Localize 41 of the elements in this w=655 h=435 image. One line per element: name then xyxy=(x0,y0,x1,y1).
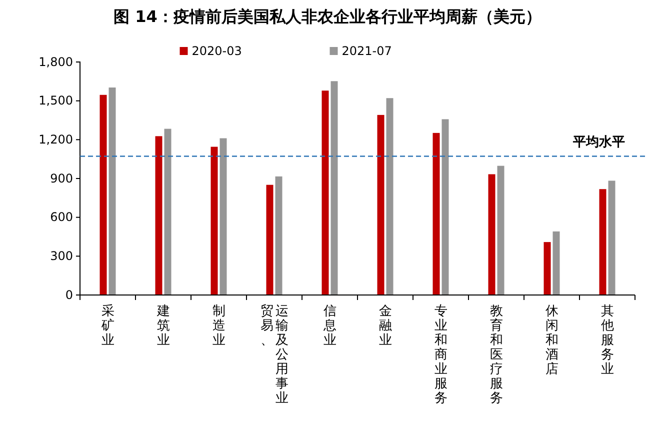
bar xyxy=(210,146,218,295)
bar xyxy=(164,128,172,295)
bar xyxy=(322,90,329,295)
x-tick-label: 教育和医疗服务 xyxy=(490,304,503,406)
bar xyxy=(266,184,274,295)
ref-line-label: 平均水平 xyxy=(572,135,625,150)
bar xyxy=(220,138,227,295)
bar xyxy=(552,231,560,295)
y-tick-label: 0 xyxy=(65,288,73,302)
x-tick-label: 金融业 xyxy=(378,304,392,348)
x-tick-label: 信息业 xyxy=(322,304,336,348)
bar xyxy=(155,136,162,295)
bar xyxy=(488,174,496,295)
x-tick-label: 制造业 xyxy=(212,304,226,348)
bar xyxy=(377,114,384,295)
x-tick-label: 采矿业 xyxy=(100,304,114,348)
bar xyxy=(497,166,504,295)
bar xyxy=(608,180,616,295)
bar xyxy=(599,189,606,295)
bar xyxy=(330,81,338,295)
bar xyxy=(386,98,394,295)
y-tick-label: 900 xyxy=(50,171,73,186)
y-tick-label: 600 xyxy=(50,210,73,224)
x-tick-label: 专业和商业服务 xyxy=(434,304,448,406)
y-tick-label: 300 xyxy=(50,249,73,264)
bar xyxy=(100,94,107,295)
legend-label: 2020-03 xyxy=(192,44,242,58)
bar xyxy=(108,88,116,295)
bar xyxy=(432,132,440,295)
x-tick-label: 休闲和酒店 xyxy=(545,304,558,377)
chart-title: 图 14：疫情前后美国私人非农企业各行业平均周薪（美元） xyxy=(114,7,542,26)
legend-label: 2021-07 xyxy=(342,44,392,58)
bar xyxy=(442,119,449,295)
y-tick-label: 1,800 xyxy=(38,54,73,69)
bar xyxy=(275,176,282,295)
bar xyxy=(544,242,551,295)
category-label: 贸易、运输及公用事业 xyxy=(260,304,288,406)
y-tick-label: 1,200 xyxy=(38,132,73,147)
x-tick-label: 其他服务业 xyxy=(600,304,614,377)
y-tick-label: 1,500 xyxy=(38,94,73,108)
x-tick-label: 建筑业 xyxy=(156,304,170,348)
